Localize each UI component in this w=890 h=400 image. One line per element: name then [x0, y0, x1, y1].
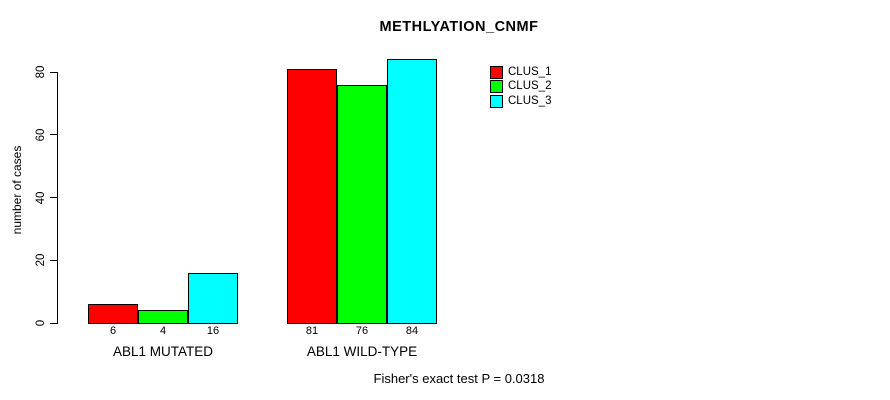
- y-tick-label: 60: [35, 128, 47, 142]
- legend-swatch-clus-1: [490, 66, 503, 79]
- y-tick-mark: [50, 134, 57, 136]
- bar-value-label: 6: [109, 325, 117, 337]
- legend-label-clus-1: CLUS_1: [508, 66, 552, 78]
- y-tick-mark: [50, 259, 57, 261]
- y-tick-label: 40: [35, 191, 47, 204]
- bar-value-label: 76: [355, 325, 369, 337]
- legend-item-clus-3: CLUS_3: [490, 94, 552, 108]
- bar-value-label: 16: [206, 325, 220, 337]
- category-label: ABL1 MUTATED: [112, 344, 214, 359]
- bar-clus_3-group1: [188, 272, 238, 324]
- bar-value-label: 81: [305, 325, 319, 337]
- legend-label-clus-2: CLUS_2: [508, 80, 552, 93]
- y-tick-label: 0: [35, 319, 47, 327]
- legend: CLUS_1 CLUS_2 CLUS_3: [490, 66, 551, 109]
- legend-item-clus-1: CLUS_1: [490, 66, 551, 79]
- bar-value-label: 84: [405, 325, 419, 337]
- y-tick-mark: [50, 197, 57, 198]
- fisher-test-annotation: Fisher's exact test P = 0.0318: [373, 371, 545, 386]
- legend-swatch-clus-2: [490, 80, 503, 94]
- legend-item-clus-2: CLUS_2: [490, 80, 552, 94]
- y-tick-mark: [50, 71, 57, 73]
- bar-clus_2-group2: [337, 84, 387, 324]
- bar-clus_2-group1: [138, 310, 188, 324]
- y-tick-mark: [50, 322, 57, 324]
- bar-clus_1-group2: [287, 68, 337, 324]
- y-tick-label: 80: [35, 65, 47, 79]
- chart-title: METHLYATION_CNMF: [379, 19, 539, 35]
- bar-value-label: 4: [159, 325, 167, 337]
- category-label: ABL1 WILD-TYPE: [306, 344, 418, 359]
- y-axis-line: [57, 72, 58, 324]
- bar-clus_1-group1: [88, 304, 138, 324]
- legend-label-clus-3: CLUS_3: [508, 94, 552, 107]
- bar-clus_3-group2: [387, 59, 437, 324]
- y-tick-label: 20: [35, 253, 47, 267]
- legend-swatch-clus-3: [490, 94, 503, 108]
